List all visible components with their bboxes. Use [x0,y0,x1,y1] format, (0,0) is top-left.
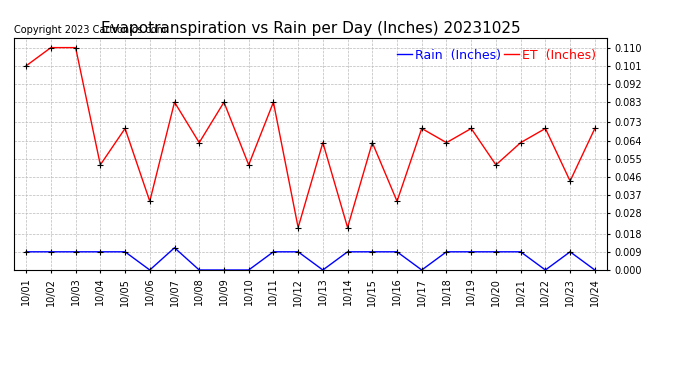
Title: Evapotranspiration vs Rain per Day (Inches) 20231025: Evapotranspiration vs Rain per Day (Inch… [101,21,520,36]
Legend: Rain  (Inches), ET  (Inches): Rain (Inches), ET (Inches) [392,44,601,67]
Text: Copyright 2023 Cartronics.com: Copyright 2023 Cartronics.com [14,25,166,35]
